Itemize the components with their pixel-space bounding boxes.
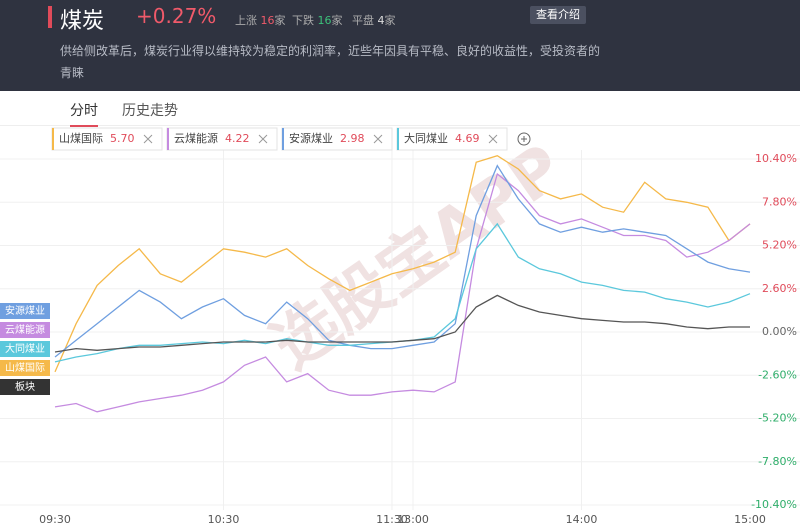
unit: 家 <box>384 14 396 27</box>
x-tick-label: 09:30 <box>39 513 71 526</box>
end-label: 云煤能源 <box>5 323 45 336</box>
change: +0.27% <box>136 4 217 28</box>
legend-name: 云煤能源 <box>174 131 218 145</box>
y-tick-label: 0.00% <box>762 325 797 338</box>
accent <box>48 6 52 28</box>
x-tick-label: 10:30 <box>208 513 240 526</box>
chip-box <box>396 127 508 151</box>
y-tick-label: -5.20% <box>758 412 797 425</box>
chip-box <box>166 127 278 151</box>
x-tick-label: 11:30 <box>376 513 408 526</box>
legend-name: 大同煤业 <box>404 131 448 145</box>
watermark: 选股宝APP <box>259 131 576 384</box>
x-tick-label: 13:00 <box>397 513 429 526</box>
legend-price: 4.69 <box>455 132 480 145</box>
title: 煤炭 <box>60 9 105 34</box>
label: 上涨 <box>235 14 257 27</box>
unit: 家 <box>331 14 343 27</box>
description: 供给侧改革后，煤炭行业得以维持较为稳定的利润率，近些年因具有平稳、良好的收益性，… <box>60 44 601 80</box>
legend-price: 4.22 <box>225 132 250 145</box>
header: 煤炭 +0.27% 上涨 16家 下跌 16家 平盘 4家 查看介绍 供给侧改革… <box>0 0 800 91</box>
chip-color <box>397 128 399 150</box>
chip-color <box>52 128 54 150</box>
chip-close <box>488 134 498 144</box>
series-line <box>54 222 751 363</box>
end-label-box <box>0 322 50 338</box>
legend-price: 2.98 <box>340 132 365 145</box>
unit: 家 <box>274 14 286 27</box>
y-tick-label: 5.20% <box>762 239 797 252</box>
tab[interactable]: 分时 <box>70 100 98 127</box>
count: 16 <box>260 14 275 27</box>
count: 4 <box>377 14 385 27</box>
legend-name: 安源煤业 <box>289 131 333 145</box>
series-line <box>54 172 751 413</box>
x-tick-label: 14:00 <box>566 513 598 526</box>
intro-button[interactable]: 查看介绍 <box>530 6 586 24</box>
chip-close <box>258 134 268 144</box>
series-line <box>54 294 750 353</box>
legend-chip[interactable]: 山煤国际 5.70 <box>51 127 163 151</box>
label: 下跌 <box>292 14 314 27</box>
stat-down: 下跌 16家 <box>292 12 343 28</box>
tab[interactable]: 历史走势 <box>122 103 178 119</box>
add-button <box>517 132 531 146</box>
chip-close <box>143 134 153 144</box>
end-label-box <box>0 341 50 357</box>
end-label-box <box>0 303 50 319</box>
chip-box <box>51 127 163 151</box>
end-label: 山煤国际 <box>5 361 45 374</box>
y-tick-label: 10.40% <box>755 152 797 165</box>
legend-chip[interactable]: 大同煤业 4.69 <box>396 127 508 151</box>
x-tick-label: 15:00 <box>734 513 766 526</box>
chip-box <box>281 127 393 151</box>
y-tick-label: -10.40% <box>751 498 797 511</box>
chip-color <box>282 128 284 150</box>
chip-close <box>373 134 383 144</box>
add-icon <box>521 136 527 142</box>
legend-chip[interactable]: 安源煤业 2.98 <box>281 127 393 151</box>
legend-price: 5.70 <box>110 132 135 145</box>
end-label: 安源煤业 <box>5 304 45 317</box>
end-label: 大同煤业 <box>5 342 45 355</box>
series-line <box>54 154 751 373</box>
series-line <box>54 164 751 358</box>
stat-up: 上涨 16家 <box>235 12 286 28</box>
stat-flat: 平盘 4家 <box>352 12 396 28</box>
count: 16 <box>317 14 332 27</box>
y-tick-label: -2.60% <box>758 368 797 381</box>
label: 平盘 <box>352 14 374 27</box>
legend-chip[interactable]: 云煤能源 4.22 <box>166 127 278 151</box>
y-tick-label: 2.60% <box>762 282 797 295</box>
tabs: 分时 历史走势 <box>0 91 800 127</box>
legend-name: 山煤国际 <box>59 132 103 145</box>
end-label: 板块 <box>15 380 35 393</box>
end-label-box <box>0 379 50 395</box>
end-label-box <box>0 360 50 376</box>
y-tick-label: 7.80% <box>762 195 797 208</box>
y-tick-label: -7.80% <box>758 455 797 468</box>
chip-color <box>167 128 169 150</box>
